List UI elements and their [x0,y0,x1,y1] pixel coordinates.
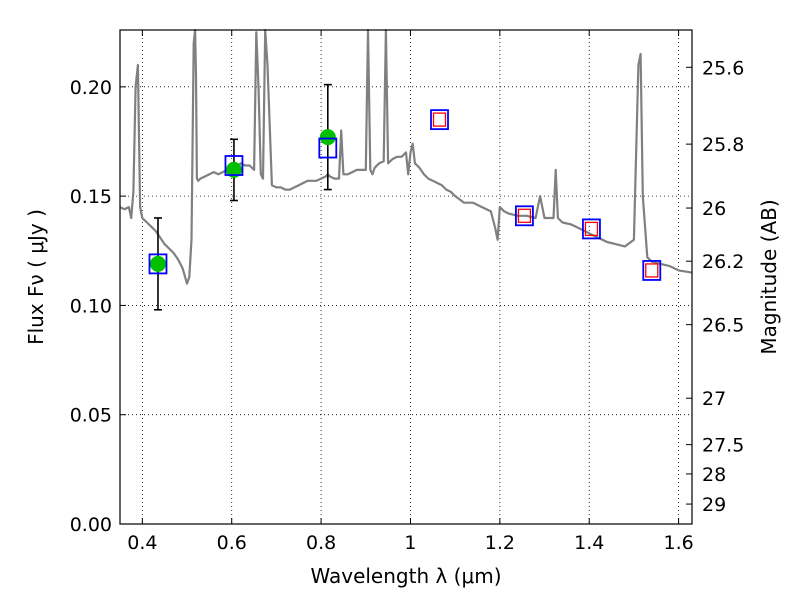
x-tick-labels: 0.4 0.6 0.8 1 1.2 1.4 1.6 [127,532,693,554]
blue-square-marker [582,218,601,240]
red-square-marker [584,221,599,237]
x-tick-label: 1.4 [574,532,604,554]
model-spectrum-line [119,28,693,285]
right-tick-label: 26 [702,198,726,220]
y-tick-label: 0.10 [70,295,112,317]
x-tick-label: 1.6 [663,532,693,554]
x-tick-label: 0.6 [217,532,247,554]
right-tick-label: 26.2 [702,251,744,273]
error-bars [153,83,332,311]
blue-squares [148,109,662,281]
y-tick-label: 0.05 [70,405,112,427]
right-tick-label: 29 [702,494,726,516]
blue-square-marker [224,155,244,176]
red-square-marker [517,208,532,223]
axis-ticks [120,30,692,525]
x-axis-title: Wavelength λ (μm) [310,564,501,588]
right-tick-label: 28 [702,464,726,486]
right-tick-label: 25.6 [702,57,744,79]
blue-square-marker [642,260,662,281]
right-tick-labels: 25.6 25.8 26 26.2 26.5 27 27.5 28 29 [702,57,744,516]
blue-square-marker [430,109,449,131]
right-axis-title: Magnitude (AB) [757,199,781,354]
red-square-marker [645,263,659,278]
right-tick-label: 27.5 [702,435,744,457]
y-tick-label: 0.20 [70,77,112,99]
red-square-marker [432,112,447,127]
observed-points [149,129,336,272]
x-tick-label: 0.4 [127,532,157,554]
blue-square-marker [148,253,168,275]
right-tick-label: 25.8 [702,134,744,156]
y-tick-label: 0.00 [70,514,112,536]
blue-square-marker [318,137,338,159]
red-squares [432,112,659,278]
x-tick-label: 1 [404,532,416,554]
y-axis-title: Flux Fν ( μJy ) [24,209,48,345]
right-tick-label: 26.5 [702,315,744,337]
y-tick-labels: 0.00 0.05 0.10 0.15 0.20 [70,77,112,536]
y-tick-label: 0.15 [70,186,112,208]
grid [120,30,692,525]
green-point-marker [149,255,166,272]
x-tick-label: 0.8 [306,532,336,554]
blue-square-marker [515,205,534,227]
green-point-marker [319,129,336,146]
plot-frame [119,29,693,525]
right-tick-label: 27 [702,388,726,410]
x-tick-label: 1.2 [485,532,515,554]
green-point-marker [225,161,242,178]
